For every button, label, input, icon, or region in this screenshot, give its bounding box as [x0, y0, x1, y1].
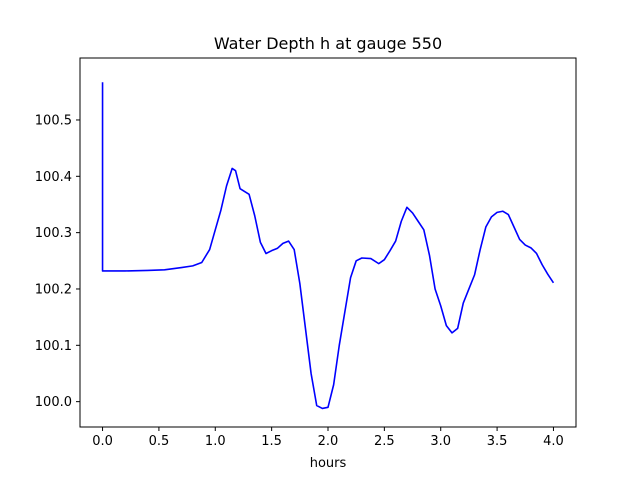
x-tick-label: 1.0	[205, 434, 226, 449]
y-tick-label: 100.2	[35, 282, 72, 297]
series-line-0	[101, 82, 555, 410]
y-tick-label: 100.4	[35, 170, 72, 185]
y-tick-label: 100.1	[35, 339, 72, 354]
y-tick-label: 100.0	[35, 395, 72, 410]
x-tick-label: 2.0	[318, 434, 339, 449]
x-tick-label: 2.5	[374, 434, 395, 449]
x-axis: 0.0 0.5 1.0 1.5 2.0 2.5 3.0 3.5 4.0	[92, 427, 564, 449]
x-tick-label: 0.5	[149, 434, 170, 449]
x-tick-label: 3.0	[430, 434, 451, 449]
y-tick-label: 100.3	[35, 226, 72, 241]
chart-title: Water Depth h at gauge 550	[214, 34, 442, 53]
x-tick-label: 0.0	[92, 434, 113, 449]
x-tick-label: 4.0	[543, 434, 564, 449]
x-tick-label: 1.5	[261, 434, 282, 449]
x-axis-label: hours	[310, 456, 347, 471]
y-tick-label: 100.5	[35, 113, 72, 128]
x-tick-label: 3.5	[487, 434, 508, 449]
y-axis: 100.0 100.1 100.2 100.3 100.4 100.5	[35, 113, 80, 410]
